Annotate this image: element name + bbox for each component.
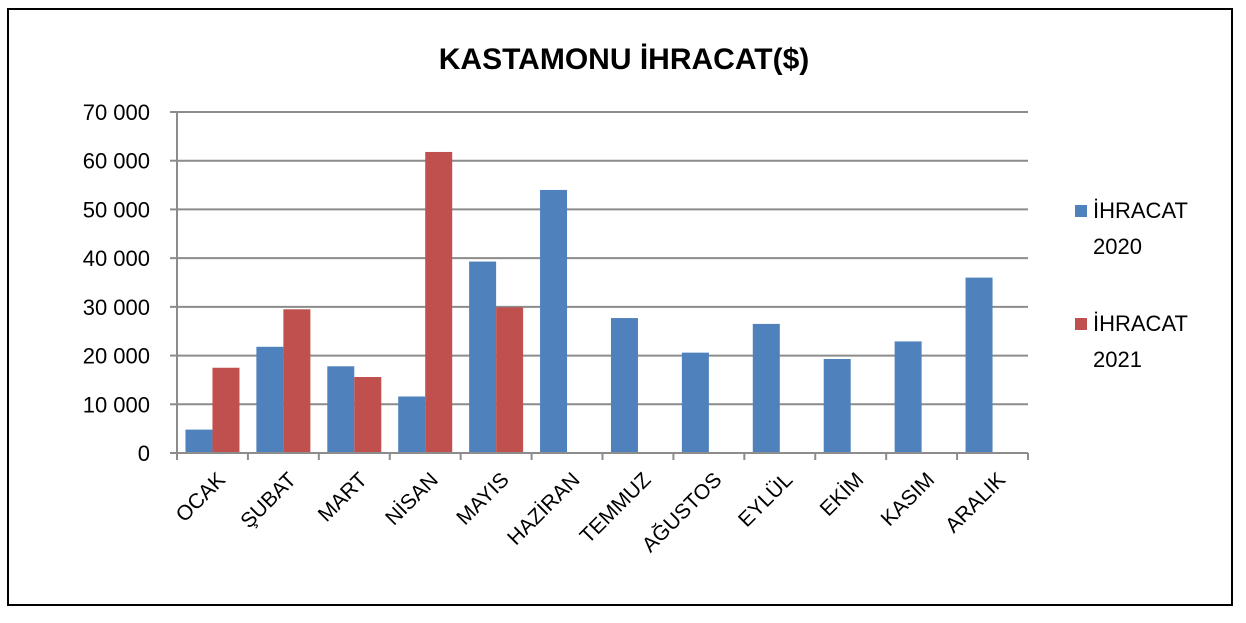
x-tick-label: ŞUBAT xyxy=(236,468,301,533)
bar-2020-9 xyxy=(752,323,780,453)
x-tick-label: EYLÜL xyxy=(734,468,797,531)
x-tick-label: OCAK xyxy=(172,468,230,526)
bar-2021-2 xyxy=(283,309,311,453)
bar-2020-7 xyxy=(610,318,638,453)
bars xyxy=(185,151,993,453)
bar-2020-3 xyxy=(327,366,355,453)
x-tick-label: HAZİRAN xyxy=(503,468,584,549)
x-tick-label: MAYIS xyxy=(452,468,513,529)
bar-2020-8 xyxy=(681,352,709,453)
y-tick-label: 0 xyxy=(138,441,150,466)
x-axis-labels: OCAK ŞUBAT MART NİSAN MAYISHAZİRANTEMMUZAĞUS… xyxy=(172,468,1010,557)
legend-label-2021-line1: İHRACAT xyxy=(1093,311,1188,336)
legend-label-2020-line1: İHRACAT xyxy=(1093,198,1188,223)
x-tick-label: KASIM xyxy=(877,468,939,530)
legend-swatch-2021 xyxy=(1075,318,1087,330)
x-tick-label: NİSAN xyxy=(381,468,443,530)
axes xyxy=(176,112,1029,460)
x-tick-label: ARALIK xyxy=(941,468,1010,537)
y-tick-label: 20 000 xyxy=(83,344,150,369)
y-axis-ticks: 0 10 000 20 000 30 000 40 000 50 000 60 000 70 … xyxy=(83,100,150,466)
y-tick-label: 30 000 xyxy=(83,295,150,320)
gridlines xyxy=(170,111,1028,454)
x-tick-label: EKİM xyxy=(816,468,869,521)
bar-2021-3 xyxy=(354,377,382,453)
bar-2020-2 xyxy=(256,346,284,453)
bar-2020-12 xyxy=(965,277,993,453)
bar-2021-5 xyxy=(496,307,524,453)
y-tick-label: 60 000 xyxy=(83,149,150,174)
y-tick-label: 70 000 xyxy=(83,100,150,125)
y-tick-label: 40 000 xyxy=(83,246,150,271)
legend-swatch-2020 xyxy=(1075,205,1087,217)
bar-2021-1 xyxy=(212,367,240,453)
bar-2020-5 xyxy=(469,261,497,453)
y-tick-label: 10 000 xyxy=(83,392,150,417)
bar-2020-1 xyxy=(185,429,213,453)
bar-2020-11 xyxy=(894,341,922,453)
legend-label-2021-line2: 2021 xyxy=(1093,347,1142,372)
bar-2020-4 xyxy=(398,396,426,453)
legend-label-2020-line2: 2020 xyxy=(1093,234,1142,259)
bar-2020-10 xyxy=(823,358,851,453)
bar-2021-4 xyxy=(425,151,453,453)
legend: İHRACAT 2020 İHRACAT 2021 xyxy=(1075,198,1188,372)
y-tick-label: 50 000 xyxy=(83,197,150,222)
chart-title: KASTAMONU İHRACAT($) xyxy=(439,43,810,76)
x-tick-label: MART xyxy=(314,468,372,526)
bar-2020-6 xyxy=(540,189,568,453)
